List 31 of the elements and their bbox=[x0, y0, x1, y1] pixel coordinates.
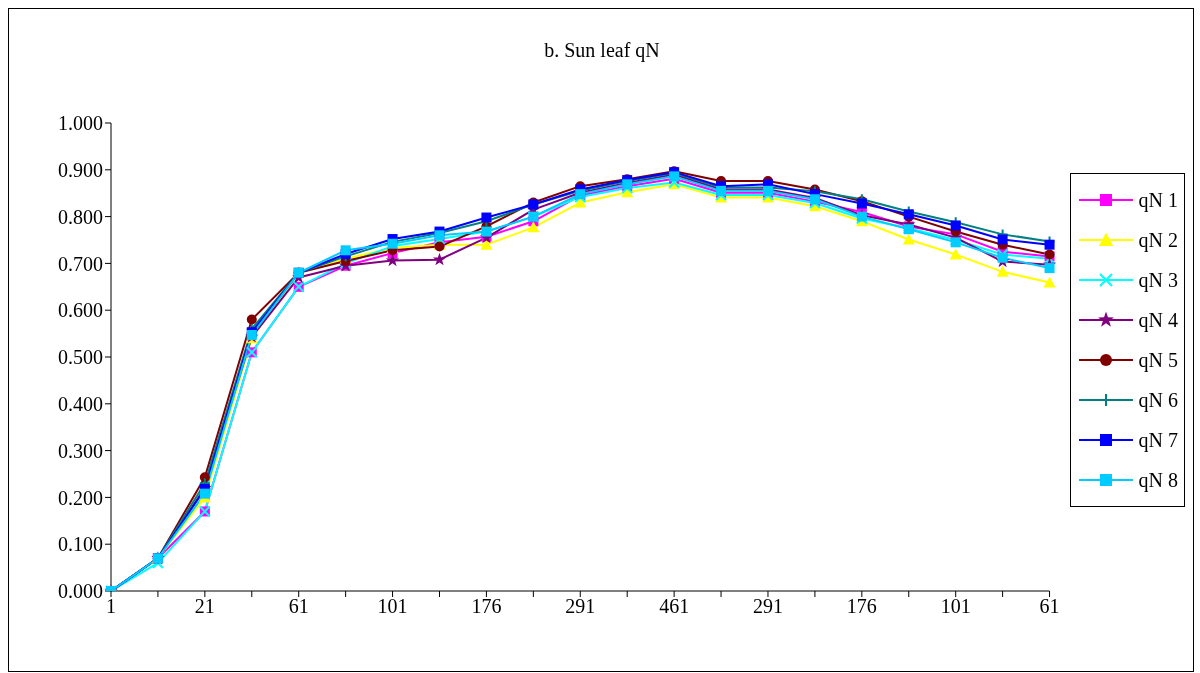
legend-label: qN 1 bbox=[1138, 188, 1178, 212]
x-tick-label: 21 bbox=[194, 595, 215, 618]
x-tick-label: 291 bbox=[752, 595, 783, 618]
x-tick-label: 176 bbox=[846, 595, 877, 618]
legend-label: qN 7 bbox=[1138, 428, 1178, 452]
x-tick-label: 461 bbox=[659, 595, 690, 618]
y-tick-label: 0.600 bbox=[58, 299, 103, 322]
y-tick-label: 0.800 bbox=[58, 205, 103, 228]
y-tick-label: 0.700 bbox=[58, 252, 103, 275]
x-tick-label: 1 bbox=[106, 595, 116, 618]
y-tick-label: 0.200 bbox=[58, 486, 103, 509]
x-tick-label: 61 bbox=[1039, 595, 1060, 618]
y-tick-label: 1.000 bbox=[58, 112, 103, 135]
legend-label: qN 4 bbox=[1138, 308, 1178, 332]
y-tick-label: 0.000 bbox=[58, 580, 103, 603]
y-tick-label: 0.100 bbox=[58, 533, 103, 556]
y-tick-label: 0.900 bbox=[58, 158, 103, 181]
legend-label: qN 2 bbox=[1138, 228, 1178, 252]
y-tick-label: 0.400 bbox=[58, 392, 103, 415]
x-tick-label: 101 bbox=[377, 595, 408, 618]
y-tick-label: 0.300 bbox=[58, 439, 103, 462]
legend-label: qN 8 bbox=[1138, 468, 1178, 492]
legend-label: qN 5 bbox=[1138, 348, 1178, 372]
x-tick-label: 61 bbox=[288, 595, 309, 618]
y-tick-label: 0.500 bbox=[58, 346, 103, 369]
legend-label: qN 3 bbox=[1138, 268, 1178, 292]
chart-title: b. Sun leaf qN bbox=[543, 39, 661, 62]
x-tick-label: 101 bbox=[940, 595, 971, 618]
x-tick-label: 176 bbox=[471, 595, 502, 618]
x-tick-label: 291 bbox=[565, 595, 596, 618]
legend-label: qN 6 bbox=[1138, 388, 1178, 412]
